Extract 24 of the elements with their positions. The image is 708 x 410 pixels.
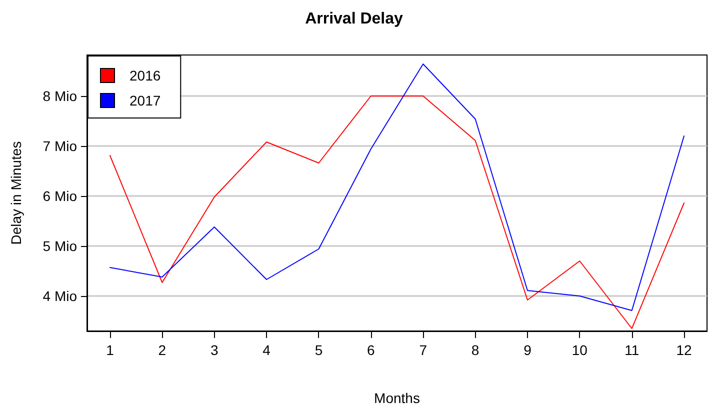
x-tick-label: 12 (676, 342, 692, 358)
y-tick-label: 5 Mio (42, 238, 78, 254)
y-tick-label: 8 Mio (42, 88, 78, 104)
x-tick-label: 6 (367, 342, 376, 358)
x-tick-label: 7 (419, 342, 428, 358)
x-tick-label: 1 (106, 342, 114, 358)
y-tick-label: 7 Mio (42, 138, 78, 154)
x-tick-label: 11 (624, 342, 640, 358)
x-tick-label: 8 (471, 342, 480, 358)
legend-label: 2017 (130, 92, 161, 108)
x-tick-label: 2 (158, 342, 166, 358)
y-tick-label: 4 Mio (42, 288, 78, 304)
x-tick-label: 3 (210, 342, 218, 358)
line-series (109, 96, 685, 329)
x-axis-title: Months (374, 390, 420, 406)
x-tick-label: 9 (524, 342, 532, 358)
x-tick-label: 10 (572, 342, 588, 358)
x-tick-label: 5 (314, 342, 323, 358)
x-tick-label: 4 (262, 342, 271, 358)
chart-title: Arrival Delay (305, 10, 404, 28)
y-axis-title: Delay in Minutes (8, 141, 24, 245)
y-tick-label: 6 Mio (42, 188, 78, 204)
legend-label: 2016 (130, 68, 161, 84)
line-series (109, 64, 685, 311)
